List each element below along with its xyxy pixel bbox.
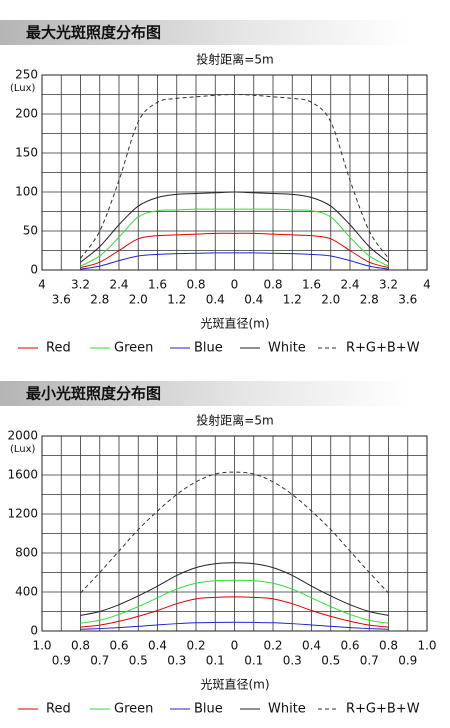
x-tick-label: 0.8 [263, 278, 282, 292]
x-tick-label: 0.3 [283, 654, 302, 668]
section-title: 最小光斑照度分布图 [26, 385, 161, 403]
y-tick-label: 1200 [7, 507, 38, 521]
legend-label: Green [114, 341, 153, 356]
subtitle: 投射距离=5m [196, 413, 273, 428]
x-tick-label: 1.6 [148, 278, 167, 292]
x-tick-label: 0.6 [340, 639, 359, 653]
y-tick-label: 50 [23, 224, 38, 238]
series-line [80, 191, 389, 263]
y-tick-label: 250 [15, 68, 38, 82]
y-tick-label: 1600 [7, 468, 38, 482]
x-tick-label: 0.5 [129, 654, 148, 668]
y-tick-label: 200 [15, 107, 38, 121]
y-tick-label: 0 [30, 263, 38, 277]
x-tick-label: 2.0 [129, 293, 148, 307]
x-tick-label: 0 [231, 639, 239, 653]
y-tick-label: 100 [15, 185, 38, 199]
title-bar [0, 381, 410, 406]
x-tick-label: 0.3 [167, 654, 186, 668]
x-tick-label: 3.6 [52, 293, 71, 307]
y-unit: (Lux) [10, 83, 36, 94]
series-line [80, 93, 389, 259]
x-tick-label: 0.4 [206, 293, 225, 307]
x-axis-label: 光斑直径(m) [200, 678, 269, 692]
legend-label: White [268, 702, 306, 717]
plot-frame [41, 74, 428, 271]
y-tick-label: 400 [15, 585, 38, 599]
series-line [80, 621, 389, 630]
subtitle: 投射距离=5m [196, 52, 273, 67]
x-tick-label: 0.8 [379, 639, 398, 653]
x-tick-label: 2.8 [360, 293, 379, 307]
x-axis-label: 光斑直径(m) [200, 317, 269, 331]
x-tick-label: 2.0 [321, 293, 340, 307]
x-tick-label: 0.7 [90, 654, 109, 668]
x-tick-label: 3.2 [379, 278, 398, 292]
x-tick-label: 0.1 [244, 654, 263, 668]
x-tick-label: 2.8 [90, 293, 109, 307]
x-tick-label: 1.0 [32, 639, 51, 653]
series-line [80, 596, 389, 628]
x-tick-label: 0.9 [398, 654, 417, 668]
x-tick-label: 2.4 [109, 278, 128, 292]
x-tick-label: 0.4 [244, 293, 263, 307]
title-bar [0, 20, 410, 45]
plot-frame [41, 435, 428, 632]
legend-label: White [268, 341, 306, 356]
series-line [80, 562, 389, 616]
x-tick-label: 2.4 [340, 278, 359, 292]
x-tick-label: 4 [423, 278, 431, 292]
legend-label: Green [114, 702, 153, 717]
x-tick-label: 0.8 [186, 278, 205, 292]
legend-label: Blue [194, 702, 223, 717]
x-tick-label: 0.9 [52, 654, 71, 668]
legend-label: R+G+B+W [346, 702, 420, 717]
legend-label: Red [46, 341, 71, 356]
x-tick-label: 0.7 [360, 654, 379, 668]
x-tick-label: 1.2 [283, 293, 302, 307]
series-line [80, 232, 389, 269]
legend-label: Blue [194, 341, 223, 356]
y-tick-label: 150 [15, 146, 38, 160]
x-tick-label: 0.4 [148, 639, 167, 653]
x-tick-label: 4 [38, 278, 46, 292]
x-tick-label: 0.6 [109, 639, 128, 653]
series-line [80, 471, 389, 594]
series-line [80, 208, 389, 267]
y-unit: (Lux) [10, 444, 36, 455]
x-tick-label: 0.2 [263, 639, 282, 653]
x-tick-label: 3.2 [71, 278, 90, 292]
x-tick-label: 3.6 [398, 293, 417, 307]
y-tick-label: 2000 [7, 429, 38, 443]
series-line [80, 252, 389, 270]
x-tick-label: 0.4 [302, 639, 321, 653]
x-tick-label: 0 [231, 278, 239, 292]
x-tick-label: 1.0 [417, 639, 436, 653]
legend-label: Red [46, 702, 71, 717]
series-line [80, 579, 389, 624]
y-tick-label: 800 [15, 546, 38, 560]
x-tick-label: 1.6 [302, 278, 321, 292]
x-tick-label: 0.1 [206, 654, 225, 668]
x-tick-label: 0.2 [186, 639, 205, 653]
legend-label: R+G+B+W [346, 341, 420, 356]
x-tick-label: 0.5 [321, 654, 340, 668]
x-tick-label: 0.8 [71, 639, 90, 653]
section-title: 最大光斑照度分布图 [26, 24, 161, 42]
x-tick-label: 1.2 [167, 293, 186, 307]
y-tick-label: 0 [30, 624, 38, 638]
